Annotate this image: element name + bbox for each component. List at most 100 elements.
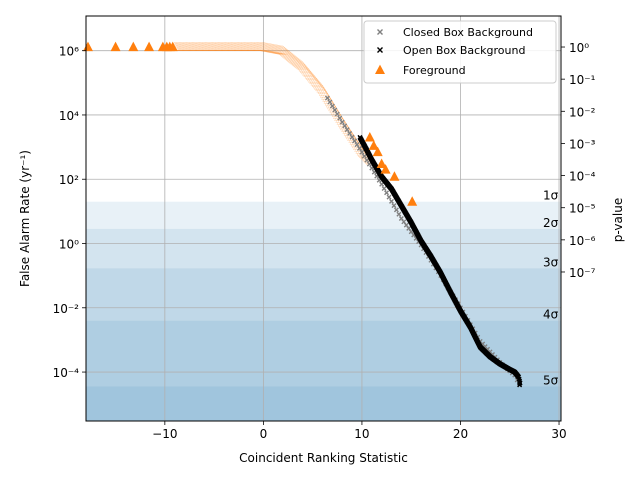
foreground-point (318, 86, 329, 96)
foreground-point (260, 42, 271, 52)
legend-label: Open Box Background (403, 44, 525, 57)
foreground-point (270, 43, 281, 54)
foreground-point (208, 41, 219, 51)
foreground-point (144, 41, 155, 52)
axes: −10 0 10 20 30 10⁻⁴ 10⁻² 10⁰ 10² 10⁴ 10⁶ 10⁰ 10⁻¹ 10⁻… (53, 41, 596, 441)
foreground-point (249, 41, 259, 51)
foreground-point (195, 41, 206, 51)
legend-marker (375, 64, 385, 75)
closed-box-point (342, 123, 348, 129)
series-layer (82, 41, 523, 388)
foreground-point (288, 53, 298, 63)
foreground-point (205, 41, 216, 51)
x-tick-label: 10 (354, 427, 369, 441)
closed-box-point (396, 211, 402, 217)
p-tick-label: 10⁻² (569, 105, 596, 119)
foreground-point (217, 41, 227, 51)
foreground-point (335, 113, 346, 123)
p-tick-label: 10⁻¹ (569, 73, 596, 87)
foreground-point (189, 41, 200, 51)
foreground-point (276, 44, 287, 55)
p-tick-label: 10⁰ (569, 41, 589, 55)
foreground-point (301, 64, 311, 75)
closed-box-point (352, 138, 358, 144)
foreground-point (247, 41, 258, 51)
foreground-point (296, 59, 307, 70)
closed-box-point (337, 115, 343, 121)
open-box-point (517, 382, 523, 388)
foreground-point (240, 41, 251, 51)
closed-box-point (329, 103, 335, 109)
foreground-point (344, 128, 355, 138)
foreground-point (293, 58, 304, 68)
closed-box-point (334, 111, 340, 117)
foreground-point (201, 41, 212, 51)
legend-label: Foreground (403, 64, 466, 77)
foreground-point (128, 41, 139, 52)
foreground-point (214, 41, 225, 51)
foreground-point (290, 55, 301, 65)
foreground-point (254, 41, 265, 51)
foreground-point (264, 42, 275, 53)
closed-box-point (384, 190, 390, 196)
foreground-point (310, 76, 321, 86)
foreground-point (218, 41, 229, 51)
foreground-point (178, 41, 188, 51)
foreground-point (289, 54, 300, 64)
foreground-point (206, 41, 217, 51)
foreground-point (351, 138, 362, 149)
x-tick-label: 20 (453, 427, 468, 441)
foreground-point (284, 50, 295, 60)
closed-box-point (324, 95, 330, 101)
foreground-point (224, 41, 235, 51)
foreground-point (312, 78, 323, 89)
foreground-point (241, 41, 252, 51)
foreground-point (267, 43, 278, 53)
foreground-point (228, 41, 239, 51)
legend-entry: Foreground (375, 64, 466, 77)
foreground-point (286, 52, 297, 62)
foreground-point (368, 140, 379, 150)
y-tick-label: 10⁴ (59, 109, 79, 123)
foreground-point (173, 41, 184, 51)
foreground-point (271, 44, 282, 54)
foreground-point (220, 41, 231, 51)
foreground-point (231, 41, 242, 51)
foreground-point (389, 171, 400, 181)
foreground-point (302, 66, 313, 76)
foreground-point (251, 41, 262, 51)
y-tick-label: 10⁻⁴ (53, 366, 80, 380)
plot-frame (85, 15, 562, 422)
foreground-point (175, 41, 186, 51)
foreground-point (295, 58, 305, 69)
foreground-point (226, 41, 237, 51)
sigma-label: 1σ (543, 189, 559, 203)
y-tick-label: 10⁻² (53, 302, 80, 316)
foreground-point (238, 41, 249, 51)
sigma-label: 2σ (543, 216, 559, 230)
closed-box-point (361, 153, 367, 159)
closed-box-point (393, 207, 399, 213)
foreground-point (285, 51, 296, 61)
foreground-point (233, 41, 244, 51)
foreground-point (269, 43, 279, 53)
closed-box-point (356, 145, 362, 151)
foreground-point (182, 41, 193, 51)
y-axis-label: False Alarm Rate (yr⁻¹) (18, 150, 32, 287)
foreground-point (232, 41, 243, 51)
foreground-point (237, 41, 248, 51)
foreground-point (193, 41, 204, 51)
foreground-point (204, 41, 214, 51)
foreground-point (273, 44, 284, 54)
foreground-point (265, 42, 276, 53)
foreground-point (292, 57, 303, 67)
legend: Closed Box Background Open Box Background… (363, 20, 557, 84)
closed-box-point (344, 127, 350, 133)
foreground-point (174, 41, 185, 51)
legend-label: Closed Box Background (403, 26, 533, 39)
foreground-point (244, 41, 255, 51)
y-tick-label: 10⁰ (59, 238, 79, 252)
x-tick-label: 0 (260, 427, 268, 441)
foreground-point (212, 41, 223, 51)
closed-box-point (379, 181, 385, 187)
